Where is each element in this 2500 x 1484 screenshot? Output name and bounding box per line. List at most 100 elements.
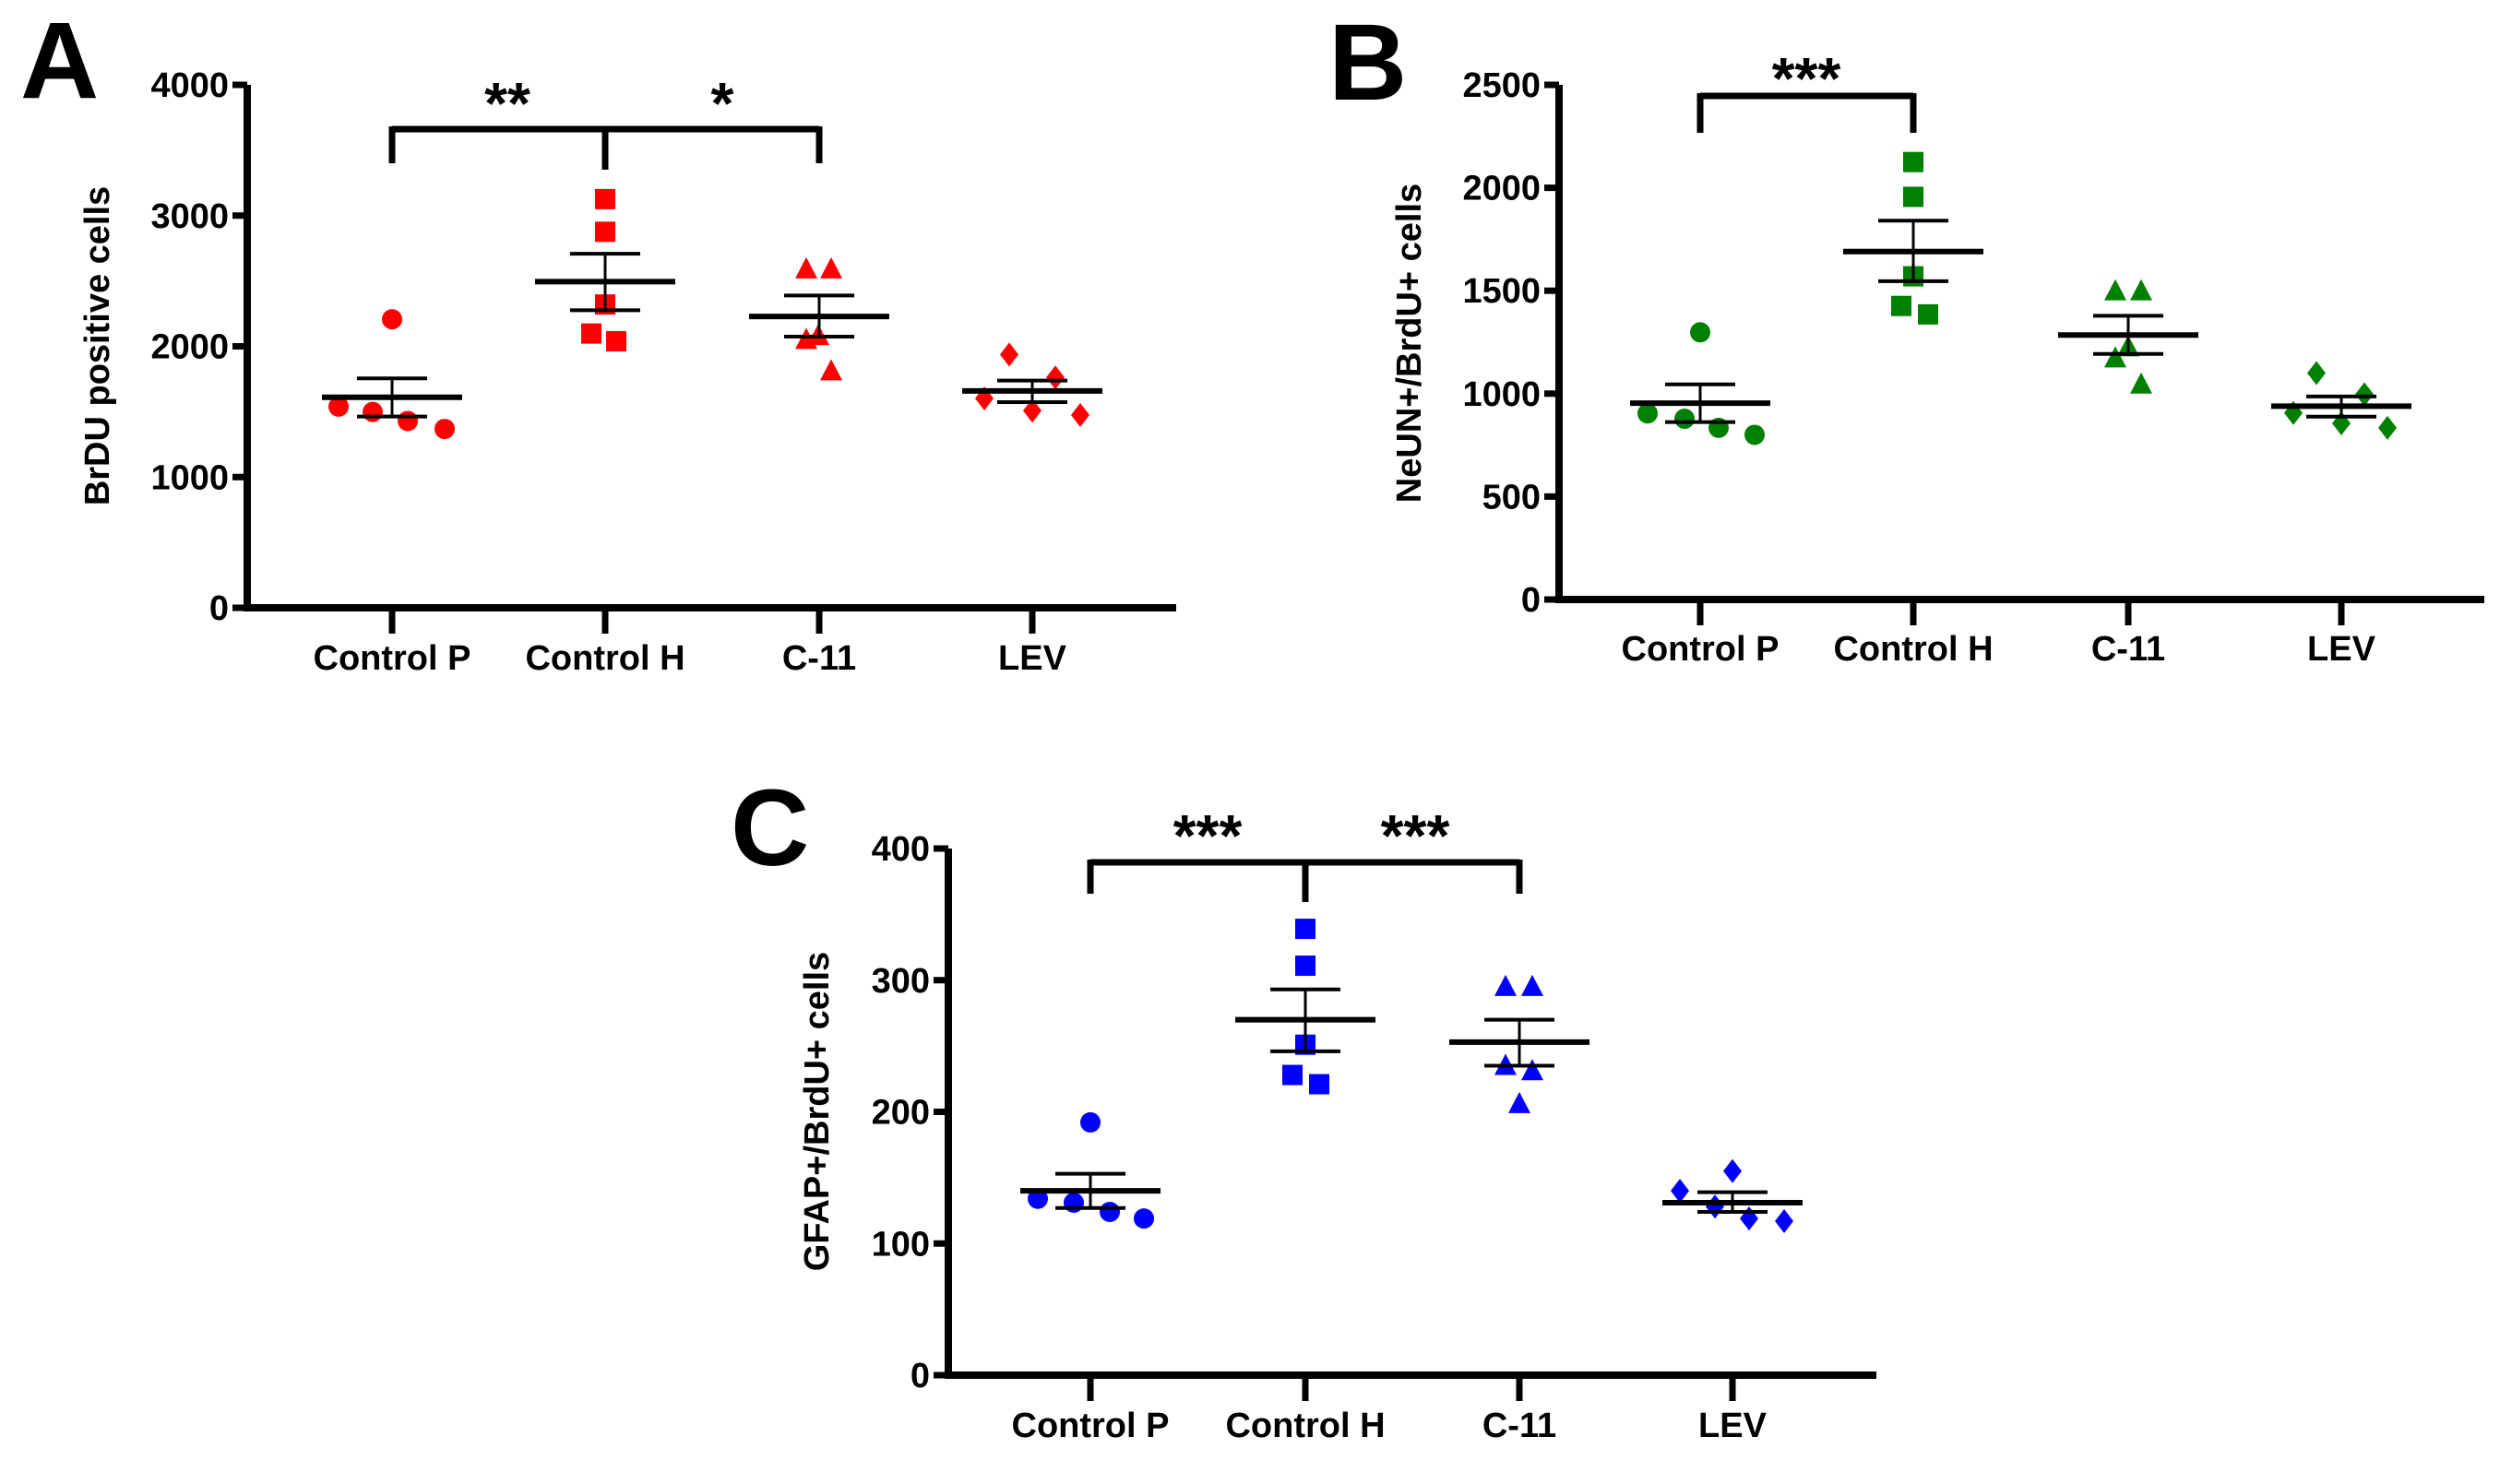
series-control-h [535, 188, 675, 351]
data-point-circle [398, 410, 418, 432]
data-point-square [1309, 1074, 1329, 1095]
data-point-circle [363, 401, 383, 422]
y-tick-label: 2000 [150, 328, 229, 367]
y-tick-label: 500 [1482, 478, 1541, 516]
y-axis-label: NeUN+/BrdU+ cells [1390, 184, 1429, 503]
data-point-square [595, 221, 615, 243]
panel-a: A 0 1000 2000 3000 4000 BrDU positive cells Con… [20, 0, 1176, 678]
data-point-diamond [2378, 415, 2397, 440]
data-point-square [1918, 303, 1938, 325]
data-point-diamond [1706, 1194, 1724, 1219]
significance-stars: * [711, 70, 734, 137]
series-c-11 [2058, 279, 2198, 394]
data-point-circle [1100, 1201, 1120, 1222]
x-tick-label: Control P [1622, 630, 1780, 669]
series-lev [2271, 361, 2411, 440]
y-tick-label: 0 [209, 589, 229, 628]
x-tick-label: LEV [2307, 630, 2376, 669]
panel-letter: A [20, 0, 99, 122]
data-point-square [581, 323, 601, 344]
data-point-square [1295, 956, 1315, 977]
data-point-square [595, 188, 615, 209]
data-point-triangle [820, 256, 842, 279]
y-tick-label: 1500 [1462, 272, 1541, 311]
data-point-triangle [2104, 279, 2126, 301]
data-point-diamond [2307, 361, 2326, 386]
series-lev [1662, 1158, 1803, 1233]
data-point-square [1903, 151, 1923, 172]
x-tick-label: LEV [1698, 1407, 1768, 1445]
data-point-diamond [1775, 1208, 1793, 1233]
data-point-circle [1674, 409, 1695, 430]
data-point-triangle [795, 256, 817, 279]
data-point-triangle [1521, 974, 1543, 996]
y-tick-label: 2000 [1462, 170, 1541, 208]
y-tick-label: 1000 [150, 458, 229, 497]
y-tick-label: 4000 [150, 66, 229, 105]
significance-stars: *** [1173, 802, 1243, 869]
data-point-diamond [2355, 382, 2374, 407]
data-point-circle [435, 419, 455, 440]
y-tick-label: 300 [872, 962, 930, 1001]
data-point-diamond [1046, 365, 1065, 390]
series-control-p [1630, 322, 1770, 445]
data-point-circle [1690, 322, 1710, 343]
x-tick-label: Control P [314, 639, 471, 678]
x-tick-label: Control P [1012, 1407, 1170, 1445]
x-tick-label: Control H [1833, 630, 1993, 669]
data-point-circle [1744, 424, 1765, 445]
y-tick-label: 3000 [150, 197, 229, 236]
series-control-h [1843, 151, 1983, 325]
series-control-p [1020, 1111, 1161, 1229]
x-tick-label: C-11 [1482, 1407, 1556, 1445]
panel-letter: B [1328, 2, 1407, 124]
y-tick-label: 0 [1521, 581, 1541, 620]
data-point-diamond [1023, 398, 1042, 423]
y-tick-label: 200 [872, 1094, 930, 1133]
x-tick-label: C-11 [2091, 630, 2165, 669]
x-tick-label: LEV [998, 639, 1067, 678]
data-point-square [1282, 1064, 1303, 1086]
data-point-triangle [2130, 279, 2152, 301]
x-tick-label: Control H [1225, 1407, 1385, 1445]
significance-stars: ** [484, 70, 530, 137]
data-point-square [1903, 186, 1923, 208]
data-point-triangle [1508, 1091, 1530, 1113]
data-point-triangle [1494, 974, 1517, 996]
data-point-circle [382, 309, 402, 330]
data-point-circle [1637, 403, 1658, 424]
y-tick-label: 0 [911, 1357, 930, 1395]
series-c-11 [749, 256, 889, 381]
data-point-circle [328, 396, 349, 417]
series-control-h [1235, 919, 1375, 1095]
y-tick-label: 400 [872, 830, 930, 869]
y-tick-label: 100 [872, 1225, 930, 1264]
data-point-triangle [820, 359, 842, 381]
data-point-square [1295, 919, 1315, 940]
data-point-triangle [1521, 1059, 1543, 1081]
data-point-circle [1080, 1111, 1101, 1133]
y-tick-label: 1000 [1462, 375, 1541, 414]
panel-b: B 0 500 1000 1500 2000 2500 NeUN+/BrdU+ cells Co… [1328, 2, 2484, 669]
data-point-square [1891, 295, 1911, 316]
data-point-triangle [2104, 346, 2126, 368]
series-lev [962, 342, 1102, 428]
significance-stars: *** [1381, 802, 1450, 869]
x-tick-label: C-11 [782, 639, 856, 678]
data-point-diamond [1000, 342, 1018, 367]
data-point-diamond [1071, 403, 1089, 428]
data-point-diamond [1723, 1158, 1742, 1183]
significance-stars: *** [1772, 45, 1841, 112]
y-tick-label: 2500 [1462, 66, 1541, 105]
data-point-circle [1028, 1188, 1048, 1209]
series-c-11 [1449, 974, 1589, 1113]
x-tick-label: Control H [525, 639, 685, 678]
y-axis-label: GFAP+/BrdU+ cells [798, 952, 837, 1271]
panel-c: C 0 100 200 300 400 GFAP+/BrdU+ cells Control P… [731, 767, 1876, 1445]
series-control-p [322, 309, 462, 440]
y-axis-label: BrDU positive cells [78, 186, 117, 505]
data-point-diamond [1671, 1179, 1689, 1204]
data-point-circle [1134, 1208, 1154, 1229]
data-point-triangle [2130, 372, 2152, 394]
